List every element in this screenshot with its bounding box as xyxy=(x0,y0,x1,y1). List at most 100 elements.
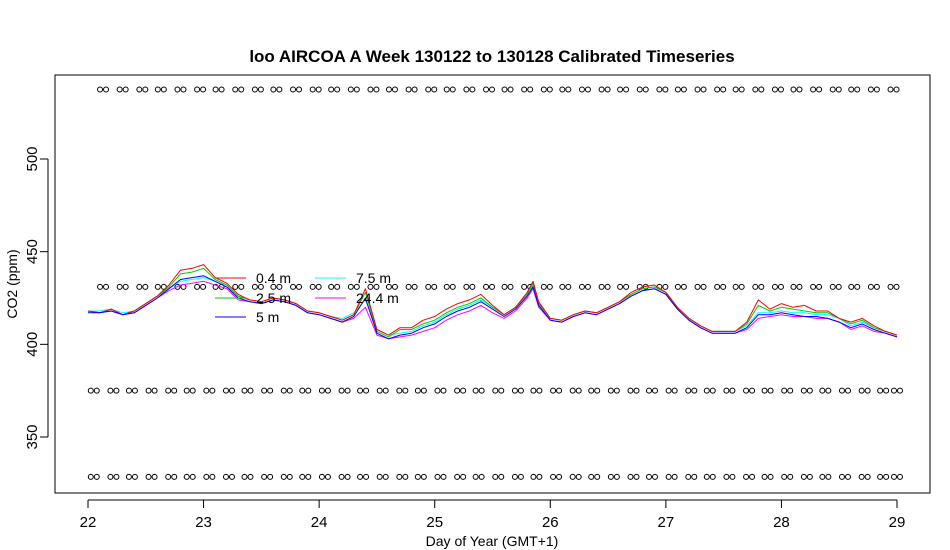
marker-point xyxy=(396,473,403,480)
marker-point xyxy=(363,387,370,394)
marker-point xyxy=(864,387,871,394)
marker-point xyxy=(203,473,210,480)
marker-point xyxy=(183,473,190,480)
marker-point xyxy=(222,473,229,480)
marker-point xyxy=(296,86,303,93)
marker-point xyxy=(738,86,745,93)
marker-point xyxy=(550,387,557,394)
marker-point xyxy=(819,387,826,394)
marker-point xyxy=(700,283,707,290)
x-axis-label: Day of Year (GMT+1) xyxy=(426,533,559,549)
y-tick-label: 500 xyxy=(24,146,41,171)
marker-point xyxy=(527,86,534,93)
marker-point xyxy=(623,86,630,93)
legend-label: 7.5 m xyxy=(356,270,391,286)
marker-point xyxy=(604,86,611,93)
marker-point xyxy=(787,387,794,394)
marker-point xyxy=(838,473,845,480)
marker-point xyxy=(732,283,739,290)
marker-point xyxy=(569,473,576,480)
marker-point xyxy=(714,86,721,93)
marker-point xyxy=(402,473,409,480)
marker-point xyxy=(507,283,514,290)
marker-point xyxy=(344,473,351,480)
marker-point xyxy=(247,387,254,394)
marker-point xyxy=(151,473,158,480)
marker-point xyxy=(790,283,797,290)
marker-point xyxy=(816,86,823,93)
marker-point xyxy=(877,473,884,480)
marker-point xyxy=(662,283,669,290)
marker-point xyxy=(189,473,196,480)
marker-point xyxy=(645,473,652,480)
marker-point xyxy=(391,283,398,290)
marker-point xyxy=(844,387,851,394)
marker-point xyxy=(286,473,293,480)
marker-point xyxy=(113,473,120,480)
marker-point xyxy=(887,86,894,93)
marker-point xyxy=(385,86,392,93)
marker-point xyxy=(151,387,158,394)
marker-point xyxy=(893,86,900,93)
marker-point xyxy=(492,473,499,480)
marker-point xyxy=(546,86,553,93)
marker-point xyxy=(194,86,201,93)
marker-point xyxy=(540,283,547,290)
marker-point xyxy=(136,86,143,93)
marker-point xyxy=(565,86,572,93)
marker-point xyxy=(858,387,865,394)
marker-point xyxy=(309,283,316,290)
marker-point xyxy=(131,473,138,480)
y-tick-label: 400 xyxy=(24,332,41,357)
marker-point xyxy=(816,283,823,290)
marker-point xyxy=(338,387,345,394)
marker-point xyxy=(627,473,634,480)
marker-point xyxy=(883,387,890,394)
marker-point xyxy=(238,283,245,290)
marker-point xyxy=(732,86,739,93)
marker-point xyxy=(334,86,341,93)
marker-point xyxy=(131,387,138,394)
marker-point xyxy=(806,387,813,394)
marker-point xyxy=(97,283,104,290)
marker-point xyxy=(396,387,403,394)
marker-point xyxy=(752,86,759,93)
marker-point xyxy=(286,387,293,394)
marker-point xyxy=(738,283,745,290)
marker-point xyxy=(559,86,566,93)
marker-point xyxy=(425,86,432,93)
legend: 0.4 m 2.5 m 5 m 7.5 m 24.4 m xyxy=(215,270,399,325)
marker-point xyxy=(642,86,649,93)
marker-point xyxy=(261,473,268,480)
marker-point xyxy=(787,473,794,480)
marker-point xyxy=(575,387,582,394)
marker-point xyxy=(854,86,861,93)
marker-point xyxy=(97,86,104,93)
marker-point xyxy=(125,473,132,480)
marker-point xyxy=(838,387,845,394)
marker-point xyxy=(411,283,418,290)
legend-label: 0.4 m xyxy=(256,270,291,286)
marker-point xyxy=(154,86,161,93)
x-tick-label: 24 xyxy=(311,514,328,531)
marker-point xyxy=(771,86,778,93)
y-tick-label: 450 xyxy=(24,239,41,264)
marker-point xyxy=(501,86,508,93)
marker-point xyxy=(276,86,283,93)
marker-point xyxy=(743,473,750,480)
marker-point xyxy=(280,473,287,480)
marker-point xyxy=(819,473,826,480)
marker-point xyxy=(767,473,774,480)
marker-point xyxy=(405,86,412,93)
x-axis: 22 23 24 25 26 27 28 29 xyxy=(80,499,905,531)
marker-point xyxy=(700,86,707,93)
marker-point xyxy=(835,86,842,93)
marker-point xyxy=(777,86,784,93)
marker-point xyxy=(299,387,306,394)
series-line-0-4-m xyxy=(87,264,898,336)
marker-point xyxy=(761,473,768,480)
marker-point xyxy=(103,283,110,290)
marker-point xyxy=(209,387,216,394)
marker-point xyxy=(604,283,611,290)
marker-point xyxy=(203,387,210,394)
